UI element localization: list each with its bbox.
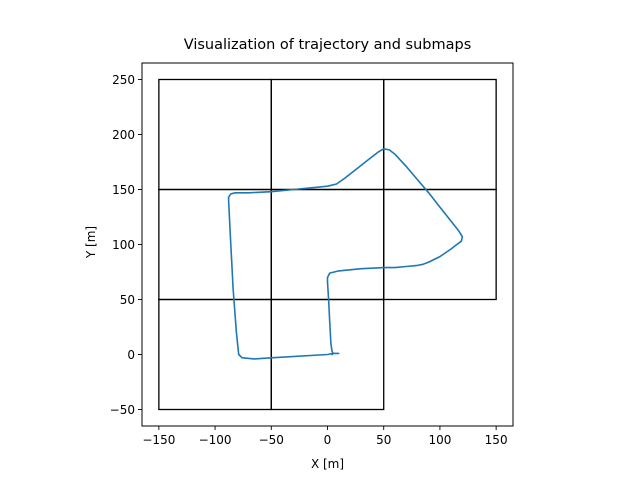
x-tick-label: 50 — [376, 433, 391, 447]
y-tick-label: −50 — [110, 403, 135, 417]
y-tick-label: 100 — [112, 238, 135, 252]
x-axis-ticks: −150 −100 −50 0 50 100 150 — [142, 426, 508, 447]
chart-title: Visualization of trajectory and submaps — [184, 37, 472, 53]
y-tick-label: 50 — [120, 293, 135, 307]
y-tick-label: 0 — [127, 348, 135, 362]
x-tick-label: −50 — [259, 433, 284, 447]
x-tick-label: −150 — [142, 433, 175, 447]
y-tick-label: 200 — [112, 128, 135, 142]
y-tick-label: 250 — [112, 73, 135, 87]
submap-8 — [383, 78, 497, 191]
y-axis-ticks: −50 0 50 100 150 200 250 — [110, 73, 142, 417]
x-tick-label: 0 — [324, 433, 332, 447]
y-tick-label: 150 — [112, 183, 135, 197]
y-axis-label: Y [m] — [84, 226, 98, 259]
x-tick-label: 150 — [485, 433, 508, 447]
x-axis-label: X [m] — [311, 457, 344, 471]
x-tick-label: 100 — [428, 433, 451, 447]
submap-grid — [158, 78, 497, 411]
trajectory-line-1 — [227, 148, 464, 360]
x-tick-label: −100 — [199, 433, 232, 447]
trajectory — [227, 148, 464, 360]
